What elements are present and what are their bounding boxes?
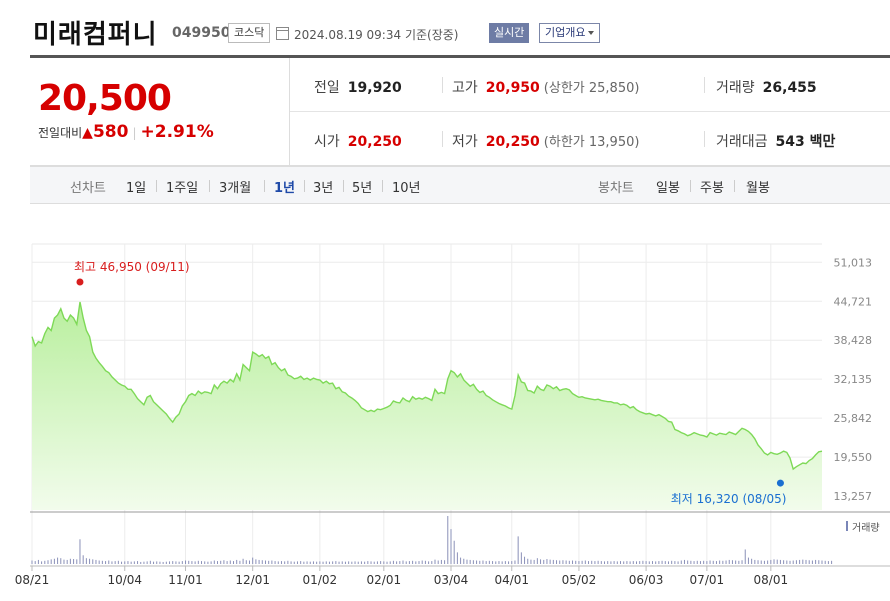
- stat-value: 20,250: [485, 134, 540, 150]
- stats-row-1: 전일 19,920 고가 20,950 (상한가 25,850) 거래량 26,455: [290, 58, 890, 112]
- volume-legend-swatch: [846, 521, 848, 531]
- stat-open: 시가 20,250: [314, 131, 402, 151]
- header-divider: [30, 55, 890, 58]
- max-marker: [76, 278, 84, 286]
- min-marker: [776, 479, 784, 487]
- stat-label: 시가: [314, 134, 340, 150]
- x-tick-label: 05/02: [562, 573, 597, 587]
- y-tick-label: 19,550: [834, 451, 873, 464]
- stat-turnover: 거래대금 543 백만: [716, 131, 835, 151]
- tab-3m[interactable]: 3개월: [219, 181, 252, 196]
- tab-5y[interactable]: 5년: [352, 181, 373, 196]
- quote-datetime: 2024.08.19 09:34: [294, 28, 402, 42]
- stats-row-2: 시가 20,250 저가 20,250 (하한가 13,950) 거래대금 543 백만: [290, 112, 890, 166]
- x-tick-label: 06/03: [629, 573, 664, 587]
- stat-label: 전일: [314, 80, 340, 96]
- chart-tabs: 선차트 1일 1주일 3개월 1년 3년 5년 10년 봉차트 일봉 주봉 월봉: [30, 166, 890, 204]
- company-overview-button[interactable]: 기업개요: [539, 23, 601, 43]
- x-tick-label: 11/01: [168, 573, 203, 587]
- x-tick-label: 03/04: [434, 573, 469, 587]
- stat-value: 19,920: [347, 80, 402, 96]
- price-area: [32, 302, 822, 510]
- tab-1y[interactable]: 1년: [274, 181, 296, 196]
- change-label: 전일대비: [38, 126, 83, 140]
- current-price: 20,500: [38, 78, 172, 119]
- y-tick-label: 13,257: [834, 490, 873, 503]
- stat-value: 26,455: [762, 80, 817, 96]
- tab-weekly[interactable]: 주봉: [700, 181, 724, 196]
- quote-basis: 기준(장중): [404, 28, 459, 42]
- change-rate: +2.91%: [140, 122, 214, 142]
- stat-high: 고가 20,950 (상한가 25,850): [452, 77, 639, 97]
- candle-chart-label: 봉차트: [598, 181, 634, 196]
- tab-daily[interactable]: 일봉: [656, 181, 680, 196]
- x-tick-label: 08/01: [754, 573, 789, 587]
- tab-3y[interactable]: 3년: [313, 181, 334, 196]
- up-arrow-icon: ▲: [82, 125, 93, 141]
- calendar-icon: [276, 27, 289, 40]
- y-tick-label: 32,135: [834, 373, 873, 386]
- y-tick-label: 44,721: [834, 295, 873, 308]
- quote-timestamp: 2024.08.19 09:34 기준(장중): [294, 26, 458, 43]
- stat-label: 저가: [452, 134, 478, 150]
- current-price-box: 20,500 전일대비▲580 | +2.91%: [30, 58, 290, 166]
- min-label: 최저 16,320 (08/05): [671, 492, 787, 506]
- x-tick-label: 12/01: [235, 573, 270, 587]
- volume-label: 거래량: [852, 522, 880, 534]
- x-tick-label: 10/04: [107, 573, 142, 587]
- header: 미래컴퍼니 049950 코스닥 2024.08.19 09:34 기준(장중)…: [0, 0, 890, 56]
- x-tick-label: 02/01: [367, 573, 402, 587]
- x-tick-label: 07/01: [690, 573, 725, 587]
- upper-limit: (상한가 25,850): [543, 81, 640, 96]
- x-tick-label: 01/02: [303, 573, 338, 587]
- change-amount: 580: [92, 122, 129, 142]
- y-tick-label: 38,428: [834, 334, 873, 347]
- stat-label: 거래량: [716, 80, 755, 96]
- price-line: [31, 301, 823, 471]
- company-name: 미래컴퍼니: [33, 20, 158, 50]
- stock-code: 049950: [172, 25, 231, 41]
- price-panel: 20,500 전일대비▲580 | +2.91% 전일 19,920 고가 20,950…: [30, 58, 890, 166]
- x-tick-label: 04/01: [494, 573, 529, 587]
- y-tick-label: 25,842: [834, 412, 873, 425]
- x-tick-label: 08/21: [15, 573, 50, 587]
- line-chart-label: 선차트: [70, 181, 106, 196]
- y-tick-label: 51,013: [834, 256, 873, 269]
- stat-value: 20,950: [485, 80, 540, 96]
- stat-label: 고가: [452, 80, 478, 96]
- stat-value: 543 백만: [775, 134, 836, 150]
- tab-1d[interactable]: 1일: [126, 181, 147, 196]
- price-change: 전일대비▲580 | +2.91%: [38, 122, 214, 142]
- tab-monthly[interactable]: 월봉: [746, 181, 770, 196]
- price-chart-svg: 51,013 44,721 38,428 32,135 25,842 19,550 13,2…: [15, 243, 890, 587]
- lower-limit: (하한가 13,950): [543, 135, 640, 150]
- stat-value: 20,250: [347, 134, 402, 150]
- price-chart: 51,013 44,721 38,428 32,135 25,842 19,550 13,2…: [0, 204, 890, 601]
- tab-1w[interactable]: 1주일: [166, 181, 199, 196]
- realtime-button[interactable]: 실시간: [489, 23, 530, 43]
- tab-10y[interactable]: 10년: [392, 181, 421, 196]
- chevron-down-icon: [588, 31, 595, 35]
- market-badge: 코스닥: [228, 23, 271, 43]
- stat-low: 저가 20,250 (하한가 13,950): [452, 131, 639, 151]
- company-overview-label: 기업개요: [545, 26, 586, 39]
- stat-label: 거래대금: [716, 134, 768, 150]
- stat-volume: 거래량 26,455: [716, 77, 817, 97]
- max-label: 최고 46,950 (09/11): [74, 260, 190, 274]
- stat-prev-close: 전일 19,920: [314, 77, 402, 97]
